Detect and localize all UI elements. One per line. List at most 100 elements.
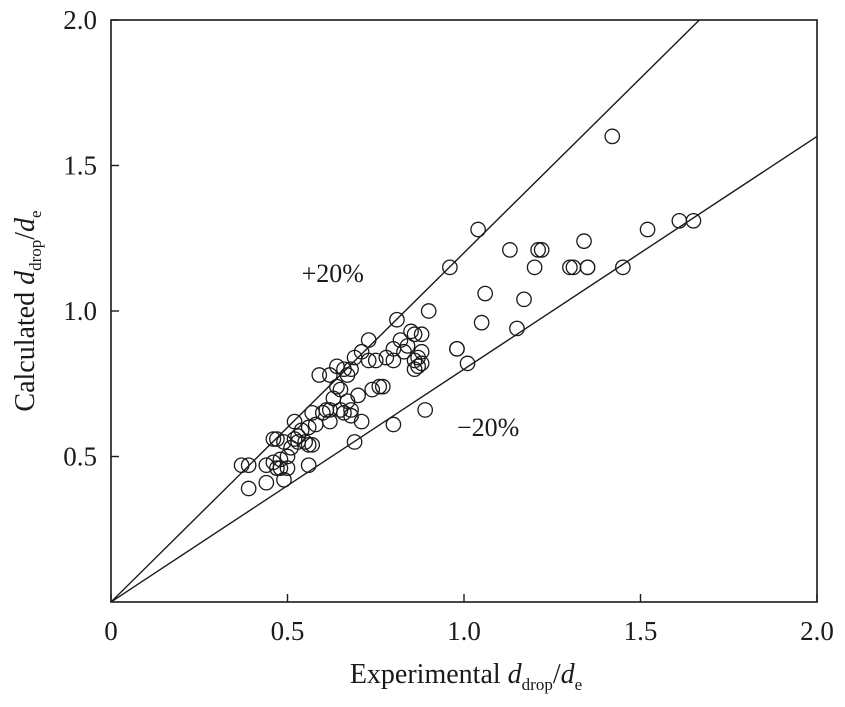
data-point: [410, 358, 426, 375]
data-point: [576, 233, 592, 250]
data-point: [470, 221, 486, 238]
data-point: [565, 259, 582, 276]
data-point: [343, 402, 359, 418]
data-point: [389, 311, 405, 328]
y-tick-label: 1.5: [63, 151, 97, 181]
data-point: [459, 355, 476, 372]
data-point: [297, 434, 313, 450]
data-point: [311, 367, 328, 383]
data-point: [360, 352, 377, 369]
y-axis-label-var2: d: [10, 217, 41, 232]
x-axis-label-slash: /: [553, 659, 561, 690]
data-point: [639, 221, 656, 238]
data-point: [258, 474, 275, 491]
y-axis-label-sub1: drop: [26, 240, 45, 271]
y-axis-label: Calculated ddrop/de: [10, 210, 45, 411]
minus-20-label: −20%: [457, 413, 519, 442]
y-axis-label-slash: /: [10, 232, 41, 240]
plot-frame: [110, 19, 818, 603]
data-point: [360, 332, 377, 348]
data-point: [562, 259, 578, 276]
data-point: [385, 352, 402, 369]
data-point: [367, 352, 384, 369]
data-point: [516, 291, 532, 308]
x-axis-label-var2: d: [561, 659, 576, 690]
data-point: [336, 404, 352, 421]
data-point: [240, 480, 257, 497]
x-axis-label-sub2: e: [575, 675, 583, 694]
data-point: [286, 431, 303, 447]
x-axis-label-var1: d: [508, 659, 523, 690]
plus-20-line: [110, 19, 700, 603]
data-point: [685, 212, 702, 229]
plus-20-label: +20%: [302, 259, 364, 288]
data-point: [353, 413, 370, 430]
x-tick-label: 2.0: [800, 616, 834, 646]
data-point: [417, 402, 434, 418]
data-point: [350, 387, 366, 404]
y-tick-label: 1.0: [63, 296, 97, 326]
data-point: [473, 314, 490, 331]
data-point: [240, 457, 257, 474]
data-point: [403, 323, 419, 340]
x-axis-label-sub1: drop: [522, 675, 553, 694]
data-point: [526, 259, 543, 276]
data-point: [449, 340, 465, 357]
y-tick-label: 0.5: [63, 442, 97, 472]
data-point: [272, 460, 289, 476]
x-tick-label: 1.5: [624, 616, 658, 646]
data-point: [604, 128, 621, 145]
data-point: [276, 471, 292, 488]
x-tick-label: 1.0: [447, 616, 481, 646]
data-point: [304, 437, 321, 453]
axis-ticks: 0 0.5 1.0 1.5 2.0 0.5 1.0 1.5 2.0: [63, 5, 834, 646]
data-point: [286, 413, 303, 430]
data-point: [346, 434, 363, 450]
data-point: [502, 242, 518, 258]
x-tick-label: 0.5: [271, 616, 305, 646]
data-point: [269, 460, 285, 476]
data-point: [385, 416, 402, 433]
data-point: [322, 413, 338, 430]
data-point: [364, 381, 381, 398]
data-point: [413, 355, 430, 372]
y-axis-label-sub2: e: [26, 210, 45, 218]
data-points: [233, 128, 702, 497]
data-point: [530, 242, 546, 258]
data-point: [293, 422, 310, 439]
data-point: [300, 457, 317, 474]
data-point: [420, 303, 437, 319]
data-point: [265, 431, 282, 447]
data-point: [300, 437, 317, 453]
y-axis-label-main: Calculated: [10, 285, 41, 412]
data-point: [399, 338, 416, 354]
data-point: [374, 378, 391, 395]
data-point: [406, 326, 423, 343]
data-point: [413, 343, 430, 360]
reference-line-labels: +20% −20%: [302, 259, 520, 442]
data-point: [533, 242, 550, 258]
data-point: [279, 448, 296, 465]
data-point: [332, 381, 349, 398]
data-point: [413, 326, 430, 343]
data-point: [300, 419, 317, 436]
data-point: [233, 457, 250, 474]
data-point: [343, 361, 359, 378]
x-axis-label: Experimental ddrop/de: [350, 659, 582, 694]
data-point: [477, 285, 494, 302]
data-point: [671, 212, 688, 229]
x-tick-label: 0: [104, 616, 118, 646]
y-axis-label-var1: d: [10, 270, 41, 285]
data-point: [509, 320, 525, 337]
data-point: [579, 259, 596, 276]
x-axis-label-main: Experimental: [350, 659, 508, 690]
reference-lines: [110, 19, 818, 603]
data-point: [329, 378, 345, 395]
data-point: [442, 259, 458, 276]
data-point: [279, 460, 296, 476]
data-point: [371, 378, 388, 395]
data-point: [614, 259, 631, 276]
y-tick-label: 2.0: [63, 5, 97, 35]
